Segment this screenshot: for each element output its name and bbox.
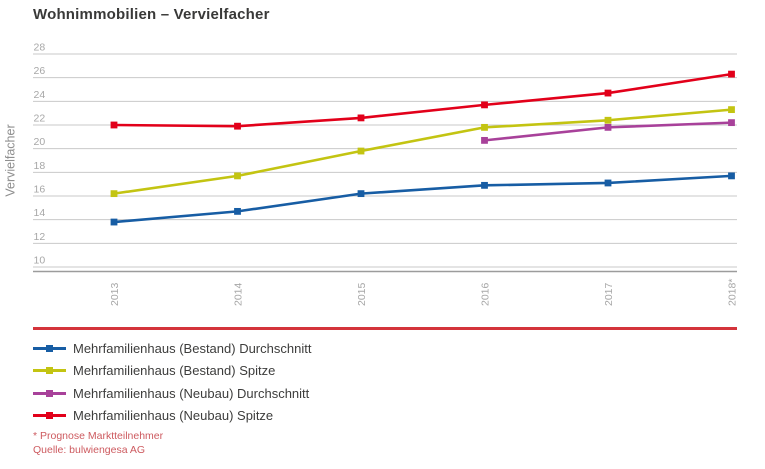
y-tick-label: 14 (34, 207, 46, 219)
legend-swatch (33, 367, 66, 375)
series-Mehrfamilienhaus (Bestand) Durchschnitt (110, 172, 735, 226)
data-point-marker (728, 172, 735, 180)
y-tick-label: 24 (34, 89, 46, 101)
gridlines (33, 53, 737, 273)
x-tick-label: 2015 (356, 282, 368, 306)
series-Mehrfamilienhaus (Neubau) Durchschnitt (481, 119, 735, 144)
data-point-marker (604, 89, 612, 97)
x-tick-label: 2013 (109, 282, 121, 306)
data-point-marker (604, 123, 612, 131)
data-point-marker (481, 123, 488, 131)
y-tick-label: 16 (34, 184, 46, 196)
legend-swatch-marker (46, 367, 53, 375)
data-point-marker (481, 101, 488, 109)
data-point-marker (234, 122, 241, 130)
y-tick-label: 18 (34, 160, 46, 172)
data-point-marker (481, 136, 488, 144)
x-tick-label: 2016 (480, 282, 492, 306)
legend-swatch-marker (46, 412, 53, 420)
data-point-marker (357, 114, 365, 122)
y-tick-label: 20 (34, 136, 46, 148)
y-tick-label: 22 (34, 113, 46, 125)
y-tick-label: 10 (34, 255, 46, 267)
legend-swatch (33, 344, 66, 352)
x-tick-labels: 2013 2014 2015 2016 2017 2018* (109, 279, 739, 306)
legend-swatch (33, 389, 66, 397)
data-point-marker (604, 179, 612, 187)
legend-item: Mehrfamilienhaus (Bestand) Spitze (33, 360, 311, 383)
y-tick-labels: 10 12 14 16 18 20 22 24 26 28 (34, 42, 46, 267)
legend-swatch (33, 412, 66, 420)
data-point-marker (481, 181, 488, 189)
series-Mehrfamilienhaus (Bestand) Spitze (110, 106, 735, 198)
x-tick-label: 2018* (727, 279, 739, 306)
legend-swatch-marker (46, 344, 53, 352)
data-point-marker (110, 218, 118, 226)
data-point-marker (728, 106, 735, 114)
series-line (113, 174, 732, 224)
series-line (113, 108, 732, 195)
legend-swatch-marker (46, 389, 53, 397)
data-point-marker (357, 147, 365, 155)
chart-title: Wohnimmobilien – Vervielfacher (33, 6, 270, 23)
x-tick-label: 2014 (233, 282, 245, 306)
legend-label: Mehrfamilienhaus (Bestand) Spitze (73, 363, 276, 379)
footnote-asterisk: * Prognose Marktteilnehmer (33, 430, 164, 442)
legend-item: Mehrfamilienhaus (Neubau) Durchschnitt (33, 382, 311, 405)
legend-item: Mehrfamilienhaus (Bestand) Durchschnitt (33, 337, 311, 360)
data-point-marker (604, 116, 612, 124)
data-point-marker (110, 121, 118, 129)
line-chart: 10 12 14 16 18 20 22 24 26 28 2013 2014 2015 2016 2017… (33, 42, 739, 306)
legend-item: Mehrfamilienhaus (Neubau) Spitze (33, 405, 311, 428)
data-point-marker (234, 172, 241, 180)
data-point-marker (357, 190, 365, 198)
legend-label: Mehrfamilienhaus (Neubau) Spitze (73, 408, 274, 424)
legend-divider (33, 327, 737, 330)
data-point-marker (728, 119, 735, 127)
data-point-marker (728, 70, 735, 78)
footnote-source: Quelle: bulwiengesa AG (33, 443, 146, 456)
data-point-marker (234, 207, 241, 215)
legend: Mehrfamilienhaus (Bestand) Durchschnitt M… (33, 337, 311, 427)
series-line (113, 72, 732, 128)
footnotes: * Prognose Marktteilnehmer Quelle: bulwi… (33, 430, 163, 457)
data-point-marker (110, 190, 118, 198)
series-Mehrfamilienhaus (Neubau) Spitze (110, 70, 735, 130)
legend-label: Mehrfamilienhaus (Neubau) Durchschnitt (73, 385, 310, 401)
y-tick-label: 12 (34, 231, 46, 243)
x-tick-label: 2017 (603, 282, 615, 306)
y-tick-label: 28 (34, 42, 46, 54)
y-tick-label: 26 (34, 65, 46, 77)
legend-label: Mehrfamilienhaus (Bestand) Durchschnitt (73, 340, 312, 356)
